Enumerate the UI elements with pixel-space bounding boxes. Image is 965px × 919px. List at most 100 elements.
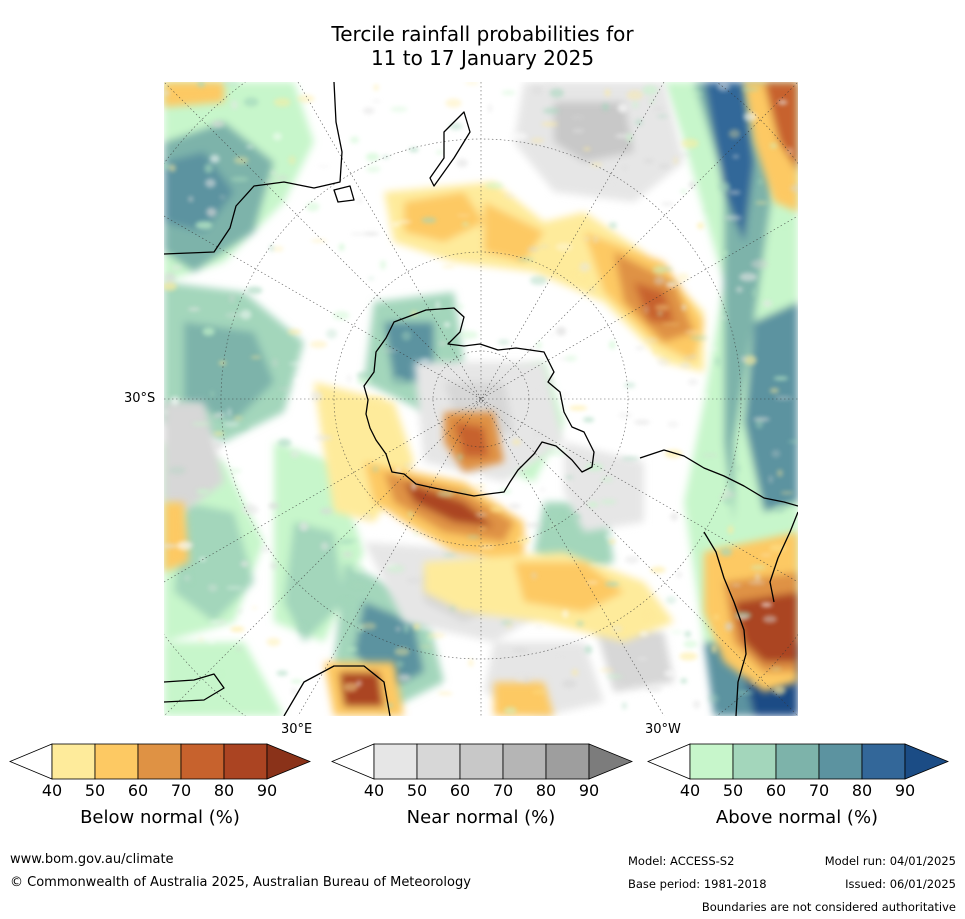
speckle [743, 112, 757, 122]
speckle [236, 647, 242, 651]
speckle [703, 209, 711, 212]
speckle [394, 647, 410, 656]
speckle [787, 440, 798, 443]
speckle [164, 543, 178, 549]
speckle [589, 287, 595, 292]
speckle [711, 644, 717, 654]
speckle [274, 175, 289, 181]
speckle [478, 545, 495, 549]
speckle [436, 490, 455, 498]
speckle [164, 162, 171, 170]
speckle [541, 122, 559, 127]
map-svg [164, 82, 798, 716]
above-normal-swatch-over-90 [904, 743, 949, 780]
speckle [346, 374, 353, 383]
below-normal-label: Below normal (%) [80, 807, 240, 828]
speckle [678, 153, 692, 156]
speckle [217, 619, 227, 624]
speckle [679, 652, 698, 661]
speckle [339, 598, 354, 609]
speckle [621, 456, 639, 461]
below-tick-90: 90 [256, 781, 278, 800]
speckle [299, 521, 309, 532]
speckle [461, 222, 469, 227]
speckle [728, 129, 741, 139]
speckle [762, 299, 773, 308]
speckle [210, 390, 215, 398]
above-normal-swatch-70 [818, 743, 863, 780]
speckle [567, 513, 581, 520]
speckle [549, 88, 564, 98]
speckle [366, 165, 381, 173]
speckle [460, 330, 478, 340]
speckle [789, 184, 798, 193]
speckle [187, 307, 201, 311]
speckle [720, 316, 729, 319]
speckle [313, 297, 325, 304]
speckle [512, 439, 521, 446]
speckle [338, 243, 345, 251]
speckle [689, 355, 697, 359]
australia-coastline [164, 82, 343, 255]
speckle [573, 301, 579, 312]
speckle [618, 411, 633, 419]
speckle [656, 312, 664, 316]
below-tick-80: 80 [213, 781, 235, 800]
speckle [780, 491, 794, 495]
speckle [337, 539, 353, 545]
speckle [437, 691, 453, 696]
speckle [667, 421, 679, 428]
boundaries-disclaimer: Boundaries are not considered authoritat… [701, 900, 956, 914]
speckle [487, 103, 493, 113]
speckle [503, 194, 515, 199]
speckle [320, 541, 329, 551]
speckle [222, 82, 240, 88]
speckle [290, 450, 300, 458]
title-line-2: 11 to 17 January 2025 [370, 46, 595, 70]
speckle [769, 387, 780, 394]
speckle [760, 602, 773, 608]
near-tick-80: 80 [535, 781, 557, 800]
speckle [170, 396, 180, 406]
speckle [223, 421, 240, 427]
speckle [731, 583, 742, 587]
speckle [787, 147, 794, 156]
speckle [225, 585, 243, 590]
speckle [556, 326, 567, 336]
speckle [356, 371, 373, 379]
speckle [718, 182, 731, 192]
speckle [464, 82, 480, 85]
speckle [465, 610, 472, 614]
speckle [497, 339, 510, 346]
speckle [600, 477, 613, 482]
speckle [665, 281, 679, 284]
speckle [419, 626, 433, 631]
speckle [583, 147, 591, 151]
above-tick-60: 60 [765, 781, 787, 800]
speckle [762, 615, 777, 623]
speckle [458, 491, 470, 494]
speckle [606, 674, 623, 679]
speckle [550, 522, 555, 529]
speckle [680, 363, 692, 368]
speckle [604, 534, 613, 539]
speckle [411, 482, 417, 491]
speckle [626, 133, 632, 142]
speckle [755, 419, 764, 429]
website-link[interactable]: www.bom.gov.au/climate [10, 852, 174, 867]
speckle [485, 182, 504, 190]
speckle [169, 164, 176, 172]
colorbar-below-normal-svg [9, 743, 311, 780]
speckle [583, 417, 595, 423]
speckle [326, 328, 338, 339]
speckle [633, 419, 651, 426]
speckle [397, 220, 412, 223]
speckle [510, 132, 528, 141]
speckle [401, 331, 412, 341]
speckle [771, 449, 781, 458]
speckle [406, 577, 422, 584]
near-normal-label: Near normal (%) [406, 807, 556, 828]
speckle [357, 197, 363, 204]
above-tick-50: 50 [722, 781, 744, 800]
speckle [272, 246, 284, 252]
